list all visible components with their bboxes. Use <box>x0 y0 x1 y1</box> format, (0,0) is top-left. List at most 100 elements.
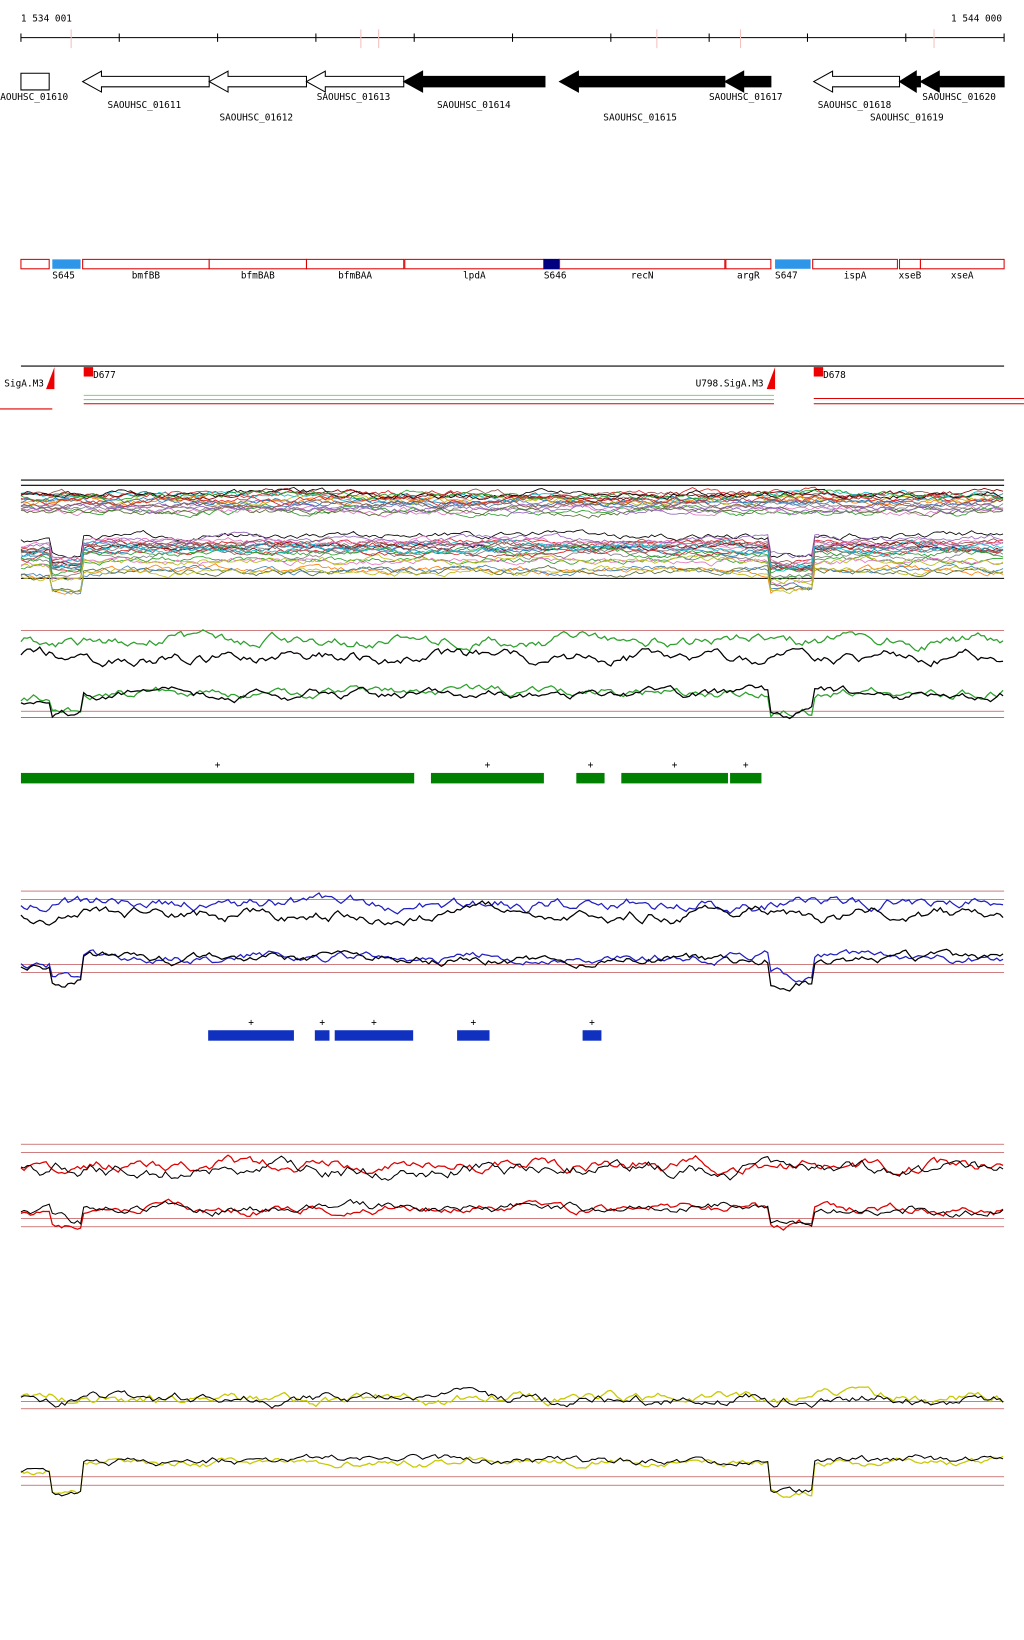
feature-label: ispA <box>844 271 867 282</box>
expression-trace <box>20 554 1004 586</box>
expression-trace <box>20 565 1004 595</box>
feature-box <box>775 259 811 269</box>
promoter-flag <box>83 367 94 377</box>
expression-trace <box>20 542 1004 572</box>
feature-label: bmfBB <box>132 271 161 282</box>
gene-arrow <box>919 70 1005 93</box>
segment-strand: + <box>743 760 749 771</box>
feature-box <box>812 258 898 270</box>
feature-box <box>725 258 772 270</box>
gene-label: SAOUHSC_01618 <box>818 100 892 111</box>
gene-arrow <box>723 70 772 93</box>
promoter-label: D678 <box>823 370 846 381</box>
expression-trace <box>20 1455 1004 1498</box>
expression-trace <box>20 556 1004 586</box>
feature-box <box>208 258 307 270</box>
feature-box <box>404 258 545 270</box>
feature-box <box>52 259 81 269</box>
expression-trace <box>20 537 1004 571</box>
expression-trace <box>20 646 1004 668</box>
promoter-label: D677 <box>93 370 116 381</box>
gene-label: SAOUHSC_01610 <box>0 92 69 103</box>
segment-strand: + <box>248 1017 254 1028</box>
segment-strand: + <box>672 760 678 771</box>
gene-arrow <box>402 70 546 93</box>
expression-trace <box>20 494 1004 507</box>
feature-box <box>919 258 1005 270</box>
expression-trace <box>20 684 1004 720</box>
feature-label: bfmBAA <box>338 271 372 282</box>
end-coordinate: 1 544 000 <box>951 13 1002 24</box>
segment-strand: + <box>371 1017 377 1028</box>
expression-trace <box>20 892 1004 915</box>
expression-trace <box>20 949 1004 983</box>
expression-trace <box>20 1198 1004 1227</box>
gene-label: SAOUHSC_01611 <box>108 100 182 111</box>
expression-trace <box>20 535 1004 568</box>
promoter-label: SigA.M3 <box>4 378 44 389</box>
segment-bar <box>730 772 762 784</box>
feature-box <box>20 258 50 270</box>
expression-trace <box>20 900 1004 926</box>
segment-strand: + <box>470 1017 476 1028</box>
expression-trace <box>20 554 1004 581</box>
expression-trace <box>20 543 1004 576</box>
feature-label: S647 <box>775 271 798 282</box>
gene-label: SAOUHSC_01620 <box>922 92 996 103</box>
start-coordinate: 1 534 001 <box>21 13 72 24</box>
segment-bar <box>334 1030 414 1041</box>
feature-label: S645 <box>52 271 75 282</box>
feature-label: recN <box>631 271 654 282</box>
expression-trace <box>20 486 1004 500</box>
gene-arrow <box>305 70 405 93</box>
segment-strand: + <box>485 760 491 771</box>
gene-arrow <box>558 70 726 93</box>
gene-label: SAOUHSC_01613 <box>317 92 391 103</box>
expression-trace <box>20 503 1004 518</box>
expression-trace <box>20 497 1004 511</box>
segment-bar <box>208 1030 294 1041</box>
gene-label: SAOUHSC_01617 <box>709 92 783 103</box>
segment-bar <box>314 1030 330 1041</box>
feature-label: lpdA <box>463 271 486 282</box>
gene-arrow <box>81 70 210 93</box>
feature-box <box>305 258 405 270</box>
gene-label: SAOUHSC_01615 <box>603 113 677 124</box>
expression-trace <box>20 489 1004 503</box>
feature-box <box>82 258 210 270</box>
expression-trace <box>20 539 1004 569</box>
feature-label: xseB <box>899 271 922 282</box>
feature-label: xseA <box>951 271 974 282</box>
expression-trace <box>20 502 1004 516</box>
promoter-flag <box>813 367 824 377</box>
gene-label: SAOUHSC_01619 <box>870 113 944 124</box>
feature-box <box>898 258 921 270</box>
feature-label: argR <box>737 271 760 282</box>
expression-trace <box>20 564 1004 595</box>
gene-arrow <box>208 70 307 93</box>
expression-trace <box>20 531 1004 562</box>
feature-box <box>559 258 726 270</box>
segment-strand: + <box>319 1017 325 1028</box>
promoter-flag <box>766 367 776 390</box>
segment-bar <box>430 772 544 784</box>
segment-strand: + <box>215 760 221 771</box>
segment-bar <box>621 772 728 784</box>
expression-trace <box>20 1386 1004 1408</box>
segment-bar <box>457 1030 490 1041</box>
promoter-label: U798.SigA.M3 <box>696 378 764 389</box>
promoter-flag <box>46 367 55 390</box>
feature-label: S646 <box>544 271 567 282</box>
expression-trace <box>20 1154 1004 1176</box>
expression-trace <box>20 683 1004 719</box>
gene-arrow <box>20 72 50 91</box>
expression-trace <box>20 948 1004 992</box>
expression-trace <box>20 489 1004 502</box>
segment-strand: + <box>588 760 594 771</box>
gene-arrow <box>898 70 921 93</box>
gene-arrow <box>812 70 901 93</box>
segment-bar <box>582 1030 602 1041</box>
gene-label: SAOUHSC_01612 <box>219 113 293 124</box>
